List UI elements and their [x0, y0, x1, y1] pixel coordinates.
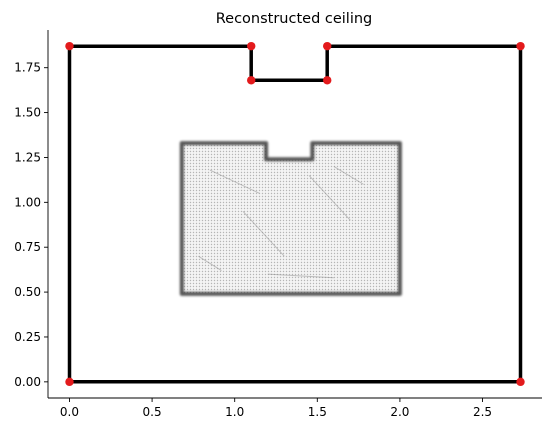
corner-point — [247, 76, 256, 85]
corner-point — [65, 41, 74, 51]
corner-point — [323, 76, 332, 85]
axes: 0.0 0.5 1.0 1.5 2.0 2.5 0.00 0.25 0.50 0.75 1.00 1.… — [14, 30, 542, 419]
x-tick-label: 2.5 — [473, 405, 492, 419]
y-tick-label: 0.50 — [14, 285, 41, 299]
y-tick-label: 1.75 — [14, 61, 41, 75]
point-cloud-fill — [181, 143, 400, 294]
point-cloud-texture — [308, 175, 351, 221]
corner-point — [247, 41, 256, 51]
x-tick-label: 1.5 — [308, 405, 327, 419]
y-tick-label: 1.25 — [14, 150, 41, 164]
series-layer — [65, 41, 525, 387]
point-cloud-texture — [198, 255, 222, 271]
y-tick-label: 0.75 — [14, 240, 41, 254]
corner-point — [65, 377, 74, 387]
x-tick-label: 2.0 — [390, 405, 409, 419]
x-tick-label: 1.0 — [225, 405, 244, 419]
corner-point — [516, 41, 525, 51]
corner-point — [516, 377, 525, 387]
y-tick-label: 1.00 — [14, 195, 41, 209]
y-tick-label: 0.25 — [14, 330, 41, 344]
corner-point — [323, 41, 332, 51]
point-cloud-walls — [179, 141, 402, 296]
point-cloud-texture — [209, 169, 260, 194]
y-tick-label: 0.00 — [14, 375, 41, 389]
point-cloud-image — [179, 141, 402, 296]
point-cloud-texture — [242, 210, 285, 257]
point-cloud-texture — [267, 273, 334, 279]
chart-title: Reconstructed ceiling — [216, 11, 373, 27]
x-tick-label: 0.0 — [60, 405, 79, 419]
point-cloud-texture — [333, 166, 364, 185]
y-tick-label: 1.50 — [14, 106, 41, 120]
x-tick-label: 0.5 — [143, 405, 162, 419]
